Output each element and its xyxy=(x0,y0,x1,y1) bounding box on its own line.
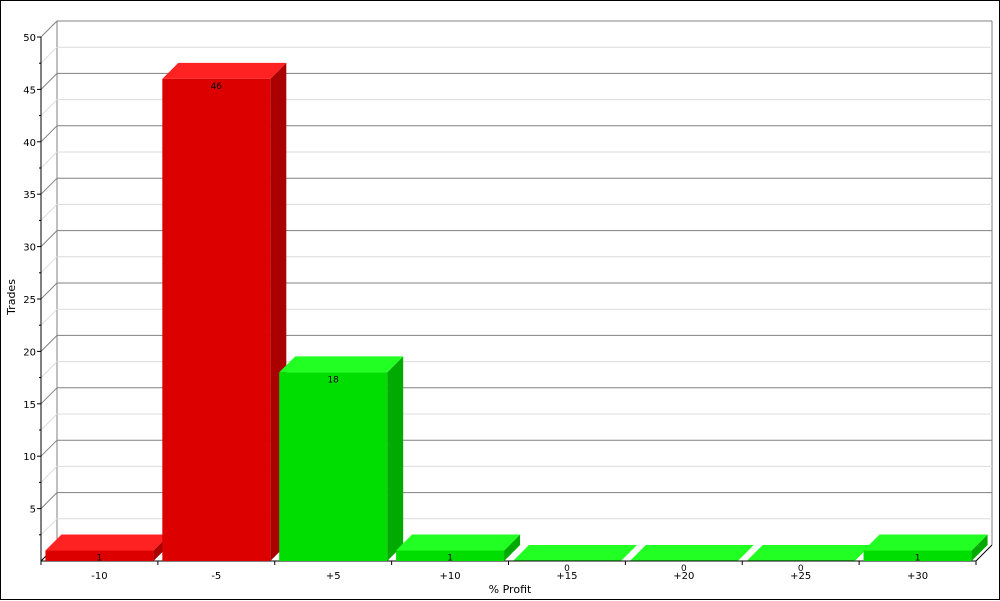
gridline-minor-side xyxy=(40,256,58,274)
y-tick-label: 20 xyxy=(23,347,36,358)
bar-front xyxy=(863,550,972,561)
bar-value-label: 46 xyxy=(211,82,223,92)
x-tick-label: +10 xyxy=(440,571,461,582)
y-tick-label: 40 xyxy=(23,138,36,149)
bar-top xyxy=(746,545,871,561)
bar-top xyxy=(279,356,404,373)
bar: 0 xyxy=(629,545,754,574)
bar-top xyxy=(396,534,521,551)
bar-side xyxy=(504,534,521,561)
bar-top xyxy=(45,534,170,551)
y-tick-label: 5 xyxy=(30,505,36,516)
bar-top xyxy=(512,545,637,561)
bar-value-label: 1 xyxy=(915,554,921,564)
gridline-major-side xyxy=(40,335,58,352)
gridline-major-side xyxy=(40,439,58,457)
y-tick-label: 50 xyxy=(23,33,36,44)
gridline-major-side xyxy=(40,282,58,300)
gridline-minor-side xyxy=(40,361,58,378)
bar-value-label: 0 xyxy=(798,564,804,574)
bar-top xyxy=(629,545,754,561)
bar: 46 xyxy=(162,62,287,562)
bar: 1 xyxy=(863,534,988,564)
gridline-major-side xyxy=(40,125,58,143)
gridline-major-side xyxy=(40,230,58,247)
bar: 18 xyxy=(279,356,404,561)
gridline-minor-side xyxy=(40,308,58,326)
x-tick-label: -5 xyxy=(211,571,221,582)
x-tick-label: +5 xyxy=(326,571,341,582)
gridline-minor-side xyxy=(40,46,58,64)
gridline-minor-side xyxy=(40,413,58,431)
gridline-major-side xyxy=(40,73,58,90)
gridline-minor-side xyxy=(40,518,58,536)
bar-value-label: 1 xyxy=(447,554,453,564)
gridline-minor-side xyxy=(40,99,58,116)
bar: 0 xyxy=(512,545,637,574)
gridline-minor-side xyxy=(40,151,58,169)
bar: 0 xyxy=(746,545,871,574)
bar-value-label: 0 xyxy=(681,564,687,574)
bar-front xyxy=(45,550,154,561)
gridline-major-side xyxy=(40,492,58,509)
y-tick-label: 10 xyxy=(23,452,36,463)
gridline-major-side xyxy=(40,20,58,38)
bar-front xyxy=(396,550,505,561)
bar-side xyxy=(971,534,988,561)
bar-front xyxy=(162,78,271,562)
x-tick-label: +15 xyxy=(556,571,577,582)
gridline-major-side xyxy=(40,177,58,195)
y-axis-title: Trades xyxy=(5,279,18,316)
x-axis-title: % Profit xyxy=(489,583,532,596)
x-tick-label: -10 xyxy=(91,571,107,582)
gridline-minor-side xyxy=(40,466,58,483)
bar-value-label: 18 xyxy=(327,375,339,385)
x-tick-label: +20 xyxy=(673,571,694,582)
bar: 1 xyxy=(45,534,170,564)
gridline-minor-side xyxy=(40,204,58,221)
bar-value-label: 1 xyxy=(97,554,103,564)
bar-side xyxy=(387,356,404,561)
gridline-major-side xyxy=(40,387,58,405)
bar-top xyxy=(863,534,988,551)
y-tick-label: 35 xyxy=(23,190,36,201)
bar: 1 xyxy=(396,534,521,564)
y-tick-label: 25 xyxy=(23,295,36,306)
y-tick-label: 15 xyxy=(23,400,36,411)
floor-right-edge xyxy=(975,544,993,562)
y-tick-label: 45 xyxy=(23,85,36,96)
x-tick-label: +30 xyxy=(907,571,928,582)
x-tick-label: +25 xyxy=(790,571,811,582)
y-tick-label: 30 xyxy=(23,243,36,254)
bar-value-label: 0 xyxy=(564,564,570,574)
bar-layer: 1 46 18 1 0 0 0 1 xyxy=(45,62,988,574)
bar-top xyxy=(162,62,287,79)
bar-front xyxy=(279,372,388,561)
